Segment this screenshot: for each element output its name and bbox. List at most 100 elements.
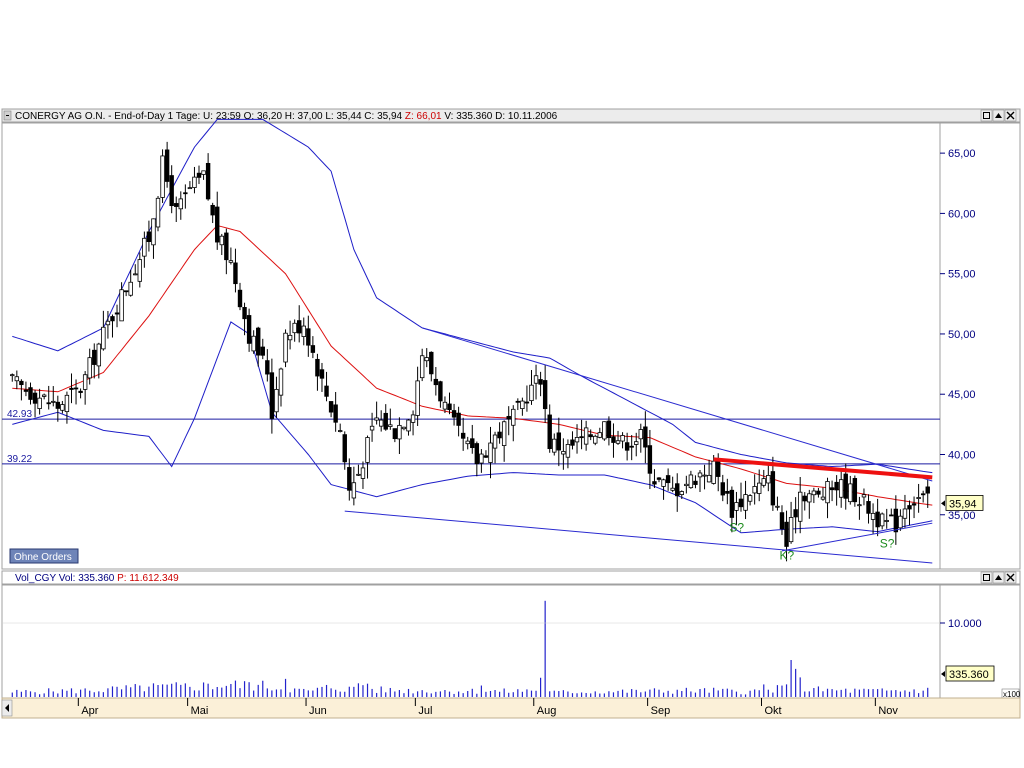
candle (825, 477, 830, 519)
candle (870, 503, 876, 535)
trendline-1 (422, 327, 933, 482)
header-field-1: O: 36,20 (244, 111, 285, 122)
candle (647, 429, 653, 490)
volume-close-icon[interactable] (1004, 571, 1017, 584)
candle (401, 426, 407, 431)
close-icon[interactable] (1004, 109, 1017, 122)
candle (301, 317, 306, 346)
candle (561, 438, 566, 470)
candle (615, 430, 621, 445)
candle (82, 371, 88, 405)
maximize-icon[interactable] (992, 109, 1005, 122)
candle (110, 314, 115, 338)
volume-name: Vol_CGY (15, 573, 59, 584)
candle (123, 290, 129, 297)
candle (14, 370, 20, 390)
candle (210, 202, 215, 224)
candle (101, 310, 106, 351)
candle (511, 405, 516, 442)
candle (365, 435, 370, 479)
header-field-4: C: 35,94 (364, 111, 405, 122)
candle (533, 364, 539, 400)
candle (670, 476, 675, 493)
candle (879, 512, 885, 530)
candle (292, 319, 297, 342)
candle (861, 488, 867, 506)
candle (69, 373, 74, 404)
price-panel-header (1, 108, 1021, 123)
candle (392, 428, 398, 443)
collapse-toggle-icon[interactable] (3, 110, 12, 121)
scroll-left-icon[interactable] (1, 699, 13, 717)
volume-maximize-icon[interactable] (992, 571, 1005, 584)
header-field-3: L: 35,44 (325, 111, 364, 122)
candle (492, 431, 498, 464)
candle (228, 247, 234, 265)
candle (151, 218, 156, 259)
header-field-5: Z: 66,01 (405, 111, 444, 122)
candle (287, 320, 293, 350)
candle (447, 392, 452, 415)
candle (920, 490, 926, 503)
candle (597, 427, 603, 439)
candle (925, 480, 930, 508)
candle (205, 153, 211, 201)
candle (720, 474, 725, 502)
month-label-2: Jun (309, 705, 327, 717)
candle (738, 482, 744, 512)
candle (41, 393, 47, 400)
header-field-7: D: 10.11.2006 (495, 111, 558, 122)
candle (96, 342, 102, 379)
candle (55, 395, 61, 422)
candle (265, 349, 270, 382)
reference-line-label-0: 42.93 (7, 409, 32, 420)
candle (811, 487, 817, 504)
candle (606, 416, 612, 446)
candle (693, 475, 698, 489)
candle (893, 495, 899, 545)
candle (374, 401, 379, 425)
candle (164, 141, 170, 188)
candle (419, 348, 425, 382)
candle (547, 404, 552, 453)
candle (378, 410, 384, 432)
candle (624, 432, 630, 461)
candle (242, 302, 247, 336)
candle (889, 508, 894, 517)
header-field-2: H: 37,00 (285, 111, 326, 122)
candle (73, 379, 79, 405)
time-axis: Apr Mai Jun Jul Aug Sep Okt Nov (77, 698, 898, 717)
candle (460, 417, 466, 451)
candle (729, 486, 735, 533)
candle (779, 505, 785, 535)
candle (278, 367, 284, 407)
volume-header: Vol_CGY Vol: 335.360 P: 11.612.349 (15, 573, 179, 584)
candle (593, 434, 598, 446)
candle (556, 417, 562, 467)
candle (215, 191, 220, 250)
candle (857, 496, 862, 520)
orders-button-label: Ohne Orders (14, 552, 72, 563)
candle (28, 382, 33, 405)
header-field-6: V: 335.360 (444, 111, 495, 122)
candle (319, 362, 325, 392)
candle (429, 351, 434, 382)
candle (415, 366, 420, 426)
restore-icon[interactable] (980, 109, 993, 122)
candle (497, 422, 502, 444)
candle (160, 149, 165, 203)
candle (652, 469, 657, 488)
volume-restore-icon[interactable] (980, 571, 993, 584)
month-label-5: Sep (651, 705, 671, 717)
candle (410, 410, 416, 436)
candle (706, 459, 712, 483)
pattern-annotation-1: K? (780, 548, 795, 562)
volume-value-badge: 335.360 (941, 665, 995, 682)
volume-multiplier: x100 (1003, 690, 1021, 699)
candle (251, 330, 256, 354)
month-label-6: Okt (764, 705, 781, 717)
candle (246, 308, 252, 352)
orders-button[interactable]: Ohne Orders (9, 548, 79, 564)
candle (328, 401, 334, 418)
